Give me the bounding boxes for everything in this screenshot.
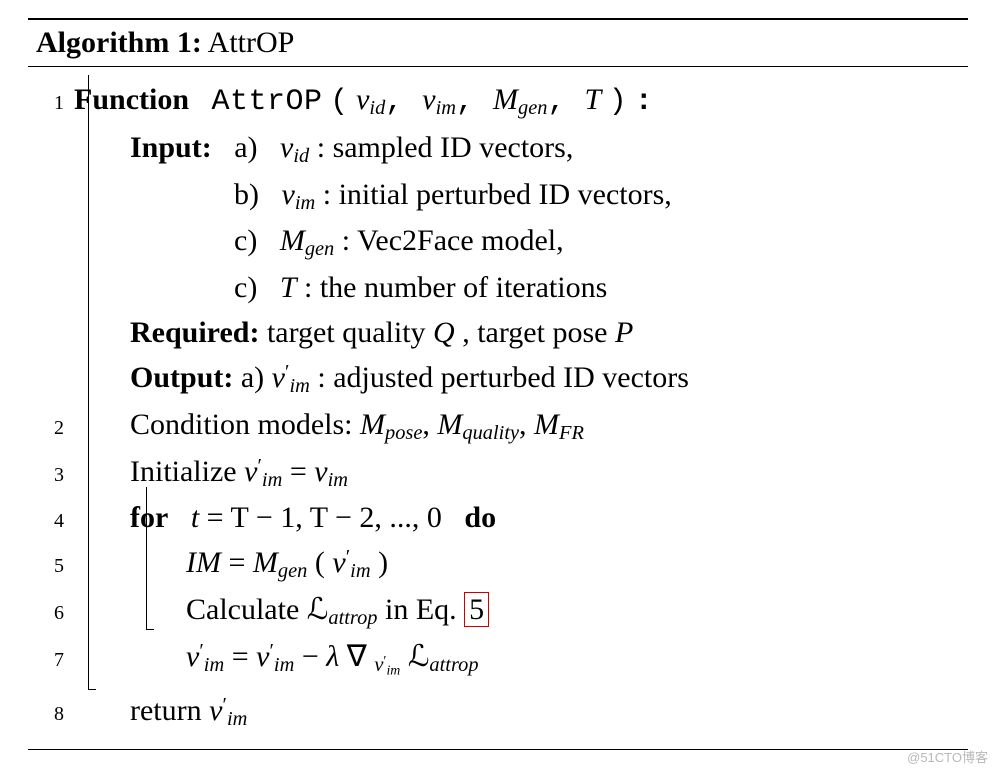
l4-range: T − 1, T − 2, ..., 0 — [231, 501, 442, 534]
algorithm-number-label: Algorithm 1: — [36, 26, 202, 59]
kw-do: do — [464, 501, 496, 534]
kw-required: Required: — [130, 316, 259, 349]
fn-colon: : — [635, 85, 654, 119]
kw-for: for — [130, 501, 168, 534]
line-8: 8 return v′im — [28, 688, 968, 735]
watermark-text: @51CTO博客 — [907, 747, 988, 766]
arg-mgen: Mgen — [493, 83, 547, 116]
l8-v: v′im — [209, 694, 247, 727]
l5-eq: = — [228, 546, 252, 579]
function-name: AttrOP — [212, 85, 323, 119]
l5-mgen: Mgen — [253, 546, 307, 579]
inner-block-rule — [146, 487, 147, 629]
l3-eq: = — [290, 455, 314, 488]
lineno-6: 6 — [28, 598, 74, 628]
l6-text2: in Eq. — [385, 593, 464, 626]
input-d-label: c) — [234, 271, 257, 304]
l6-text: Calculate — [186, 593, 307, 626]
required-Q: Q — [433, 316, 455, 349]
l7-nabla: ∇ — [347, 640, 367, 673]
l2-mfr: MFR — [534, 408, 584, 441]
lineno-7: 7 — [28, 645, 74, 675]
lineno-8: 8 — [28, 699, 74, 729]
l7-nabla-sub: v′im — [374, 654, 400, 676]
fn-open-paren: ( — [330, 85, 349, 119]
l5-close: ) — [378, 546, 388, 579]
line-6: 6 Calculate ℒattrop in Eq. 5 — [28, 587, 968, 634]
input-d-sym: T — [280, 271, 297, 304]
l2-text: Condition models: — [130, 408, 360, 441]
input-d-text: : the number of iterations — [304, 271, 607, 304]
l7-L: ℒattrop — [408, 640, 479, 673]
arg-T: T — [585, 83, 602, 116]
l7-eq: = — [232, 640, 256, 673]
inner-block-foot — [146, 629, 154, 630]
input-b-text: : initial perturbed ID vectors, — [323, 178, 672, 211]
line-1: 1 Function AttrOP ( vid, vim, Mgen, T ) … — [28, 77, 968, 125]
required-pre: target quality — [267, 316, 433, 349]
kw-function: Function — [74, 83, 189, 116]
outer-block-foot — [88, 689, 96, 690]
input-b-label: b) — [234, 178, 259, 211]
required-P: P — [615, 316, 633, 349]
l7-minus: − — [302, 640, 326, 673]
l7-lambda: λ — [326, 640, 339, 673]
input-line-b: b) vim : initial perturbed ID vectors, — [28, 172, 968, 219]
algorithm-page: Algorithm 1: AttrOP 1 Function AttrOP ( … — [0, 0, 996, 772]
algorithm-name: AttrOP — [208, 26, 295, 59]
outer-block-rule — [88, 75, 89, 689]
input-a-label: a) — [234, 131, 257, 164]
input-line-c: c) Mgen : Vec2Face model, — [28, 218, 968, 265]
l2-mpose: Mpose — [360, 408, 422, 441]
line-2: 2 Condition models: Mpose, Mquality, MFR — [28, 402, 968, 449]
eq-ref-box[interactable]: 5 — [464, 592, 489, 627]
algorithm-title-row: Algorithm 1: AttrOP — [28, 20, 968, 66]
input-c-sym: Mgen — [280, 224, 334, 257]
input-line-d: c) T : the number of iterations — [28, 265, 968, 310]
l5-arg: v′im — [332, 546, 370, 579]
l4-var: t — [191, 501, 199, 534]
required-mid: , target pose — [462, 316, 615, 349]
output-text: : adjusted perturbed ID vectors — [317, 361, 689, 394]
input-a-text: : sampled ID vectors, — [317, 131, 574, 164]
l2-mquality: Mquality — [437, 408, 519, 441]
line-4: 4 for t = T − 1, T − 2, ..., 0 do — [28, 495, 968, 540]
line-5: 5 IM = Mgen ( v′im ) — [28, 540, 968, 587]
fn-close-paren: ) — [609, 85, 628, 119]
kw-output: Output: — [130, 361, 233, 394]
line-7: 7 v′im = v′im − λ ∇ v′im ℒattrop — [28, 634, 968, 682]
lineno-5: 5 — [28, 551, 74, 581]
lineno-2: 2 — [28, 413, 74, 443]
required-line: Required: target quality Q , target pose… — [28, 310, 968, 355]
lineno-4: 4 — [28, 506, 74, 536]
l7-v1: v′im — [186, 640, 224, 673]
input-line-a: Input: a) vid : sampled ID vectors, — [28, 125, 968, 172]
l3-text: Initialize — [130, 455, 244, 488]
lineno-1: 1 — [28, 88, 74, 118]
l7-v2: v′im — [256, 640, 294, 673]
bottom-rule — [28, 749, 968, 750]
l4-eq: = — [207, 501, 231, 534]
l5-lhs: IM — [186, 546, 221, 579]
input-c-text: : Vec2Face model, — [342, 224, 564, 257]
l5-open: ( — [315, 546, 325, 579]
lineno-3: 3 — [28, 460, 74, 490]
l3-lhs: v′im — [244, 455, 282, 488]
output-line: Output: a) v′im : adjusted perturbed ID … — [28, 355, 968, 402]
l3-rhs: vim — [314, 455, 348, 488]
l8-return: return — [130, 694, 209, 727]
input-a-sym: vid — [280, 131, 309, 164]
output-a-label: a) — [241, 361, 272, 394]
l6-L: ℒattrop — [307, 593, 378, 626]
kw-input: Input: — [130, 131, 212, 164]
line-3: 3 Initialize v′im = vim — [28, 449, 968, 496]
arg-vim: vim — [422, 83, 456, 116]
input-b-sym: vim — [282, 178, 316, 211]
arg-vid: vid — [356, 83, 385, 116]
input-c-label: c) — [234, 224, 257, 257]
algorithm-body: 1 Function AttrOP ( vid, vim, Mgen, T ) … — [28, 67, 968, 750]
output-sym: v′im — [272, 361, 310, 394]
